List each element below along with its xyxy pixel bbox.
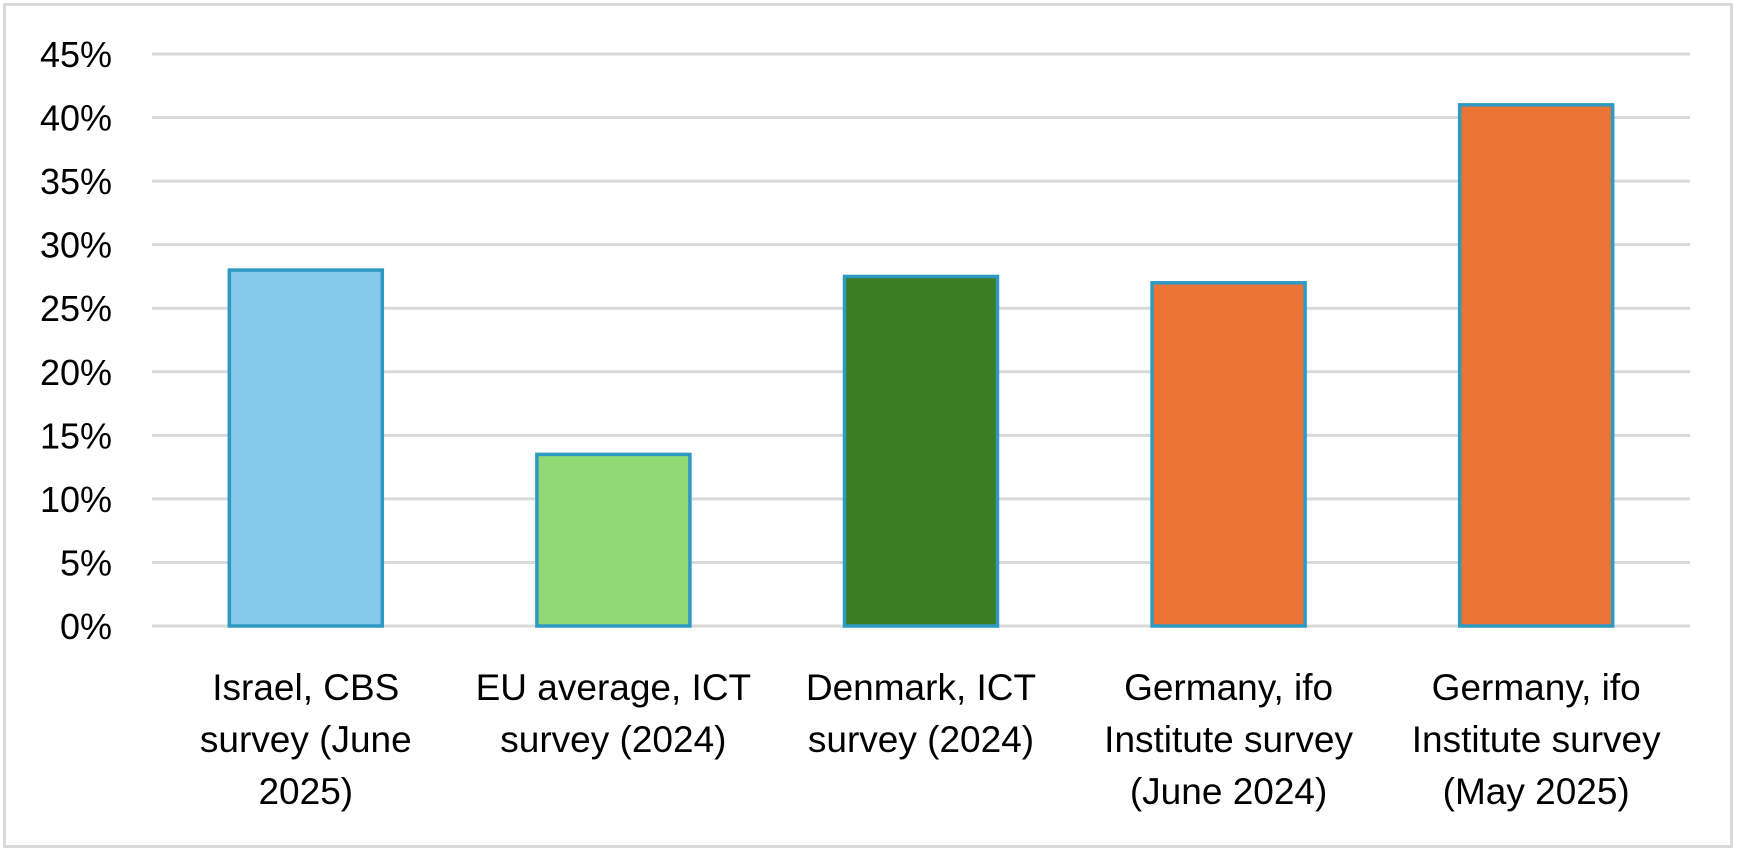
x-category-label: Germany, ifo Institute survey (May 2025) [1412, 667, 1661, 812]
bar [842, 274, 1000, 628]
bar [535, 452, 692, 628]
bar [1457, 103, 1615, 628]
y-tick-label: 35% [40, 161, 112, 202]
y-tick-label: 45% [40, 34, 112, 75]
y-tick-label: 25% [40, 288, 112, 329]
x-category-label: Denmark, ICT survey (2024) [806, 667, 1036, 760]
x-category-label: Israel, CBS survey (June 2025) [200, 667, 412, 812]
y-tick-label: 5% [60, 542, 112, 583]
y-tick-label: 10% [40, 479, 112, 520]
x-axis-category-labels: Israel, CBS survey (June 2025) EU average, … [200, 667, 1661, 812]
y-axis-tick-labels: 0% 5% 10% 15% 20% 25% 30% 35% 40% 45% [40, 34, 112, 647]
y-tick-label: 15% [40, 415, 112, 456]
y-tick-label: 40% [40, 98, 112, 139]
bars [227, 103, 1615, 628]
y-tick-label: 20% [40, 352, 112, 393]
gridlines [152, 52, 1690, 628]
bar [1150, 281, 1307, 628]
x-category-label: EU average, ICT survey (2024) [476, 667, 752, 760]
y-tick-label: 0% [60, 606, 112, 647]
x-category-label: Germany, ifo Institute survey (June 2024) [1104, 667, 1353, 812]
y-tick-label: 30% [40, 225, 112, 266]
bar [227, 268, 385, 628]
